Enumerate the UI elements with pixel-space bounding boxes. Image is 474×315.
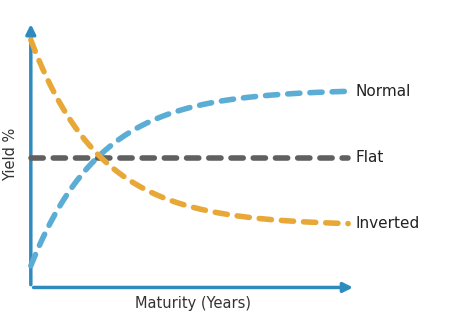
Text: Yield %: Yield % [3, 128, 18, 181]
Text: Flat: Flat [356, 150, 384, 165]
Text: Inverted: Inverted [356, 216, 420, 231]
Text: Maturity (Years): Maturity (Years) [135, 296, 251, 311]
Text: Normal: Normal [356, 84, 411, 99]
